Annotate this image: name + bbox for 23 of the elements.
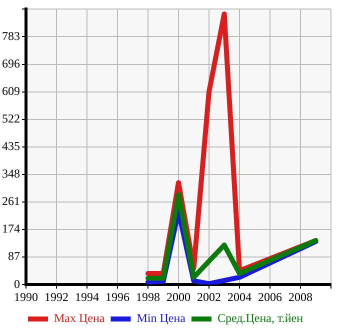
x-tick-label: 1990 [14, 290, 38, 304]
y-tick-label: 87 [8, 249, 20, 264]
y-tick-label: 696 [2, 56, 20, 70]
y-tick-label: 522 [2, 112, 20, 126]
y-tick-label: 261 [2, 194, 20, 208]
y-tick-label: 435 [2, 139, 20, 154]
x-tick-label: 2002 [197, 290, 221, 304]
y-tick-label: 0 [14, 276, 20, 291]
x-tick-label: 2004 [228, 290, 252, 304]
x-tick-label: 2000 [166, 290, 190, 304]
x-tick-label: 1992 [44, 290, 68, 304]
legend-label: Сред.Цена, т.йен [217, 311, 304, 326]
y-tick-label: 174 [2, 222, 20, 236]
y-tick-label: 783 [2, 28, 20, 43]
x-tick-label: 1994 [75, 290, 99, 304]
x-tick-label: 1996 [106, 290, 130, 304]
y-tick-label: 609 [2, 84, 20, 98]
legend-label: Min Цена [136, 311, 186, 326]
y-tick-label: 348 [2, 166, 20, 181]
x-tick-label: 2006 [258, 290, 282, 304]
legend-label: Max Цена [54, 311, 106, 326]
x-tick-label: 1998 [136, 290, 160, 304]
x-tick-label: 2008 [288, 290, 312, 304]
